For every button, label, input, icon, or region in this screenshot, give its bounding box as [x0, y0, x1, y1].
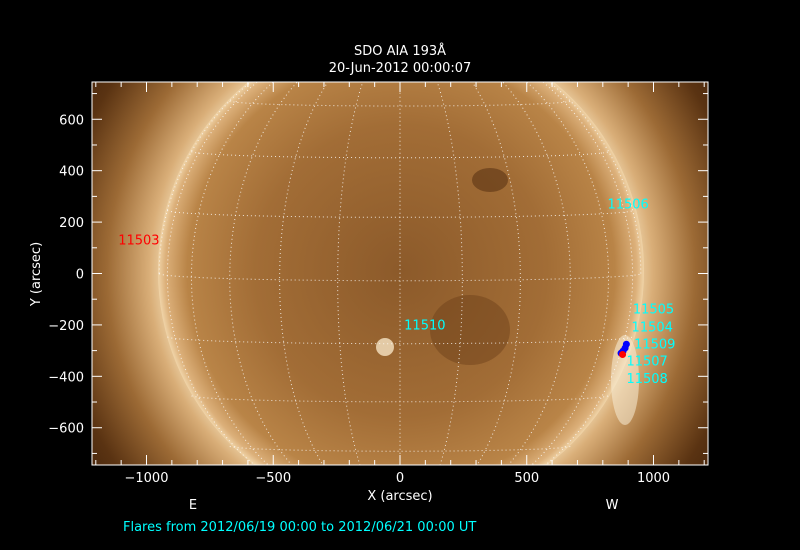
active-region-label: 11504	[632, 320, 673, 335]
x-tick-label: −500	[255, 471, 291, 486]
active-region-label: 11503	[118, 234, 159, 249]
east-label: E	[189, 498, 197, 513]
coronal-hole	[472, 168, 508, 192]
active-region-label: 11509	[634, 337, 675, 352]
latitude-line	[191, 151, 609, 159]
flare-marker	[619, 350, 627, 358]
longitude-line	[190, 82, 274, 465]
latitude-line	[158, 273, 642, 282]
active-region-label: 11506	[607, 198, 648, 213]
y-tick-label: 200	[59, 216, 84, 231]
solar-disk	[158, 82, 644, 465]
longitude-line	[526, 82, 610, 465]
x-tick-label: 0	[396, 471, 404, 486]
active-region-label: 11508	[626, 372, 667, 387]
chart-subtitle: 20-Jun-2012 00:00:07	[329, 61, 472, 76]
x-tick-label: 1000	[637, 471, 670, 486]
active-region-label: 11507	[626, 355, 667, 370]
flare-range-footer: Flares from 2012/06/19 00:00 to 2012/06/…	[123, 520, 476, 535]
chart-title: SDO AIA 193Å	[354, 43, 446, 59]
x-tick-label: 500	[514, 471, 539, 486]
y-tick-label: −200	[48, 319, 84, 334]
latitude-line	[229, 445, 571, 452]
x-tick-label: −1000	[125, 471, 169, 486]
x-axis-label: X (arcsec)	[367, 489, 432, 504]
y-axis-label: Y (arcsec)	[29, 242, 44, 307]
bright-region	[376, 338, 394, 356]
active-region-label: 11505	[633, 302, 674, 317]
solar-image: 11506 11503 11505 11504 11509 11510 11507 11508	[92, 38, 708, 512]
dark-region	[430, 295, 510, 365]
active-region-label: 11510	[404, 319, 445, 334]
bright-limb-region	[611, 335, 639, 425]
latitude-line	[338, 510, 461, 512]
latitude-line	[167, 336, 633, 345]
west-label: W	[606, 498, 619, 513]
y-tick-label: −600	[48, 422, 84, 437]
heliographic-grid	[158, 38, 642, 512]
latitude-line	[191, 395, 609, 403]
y-tick-label: −400	[48, 370, 84, 385]
y-tick-label: 600	[59, 113, 84, 128]
y-tick-label: 400	[59, 165, 84, 180]
latitude-line	[338, 38, 463, 40]
y-tick-label: 0	[76, 268, 84, 283]
